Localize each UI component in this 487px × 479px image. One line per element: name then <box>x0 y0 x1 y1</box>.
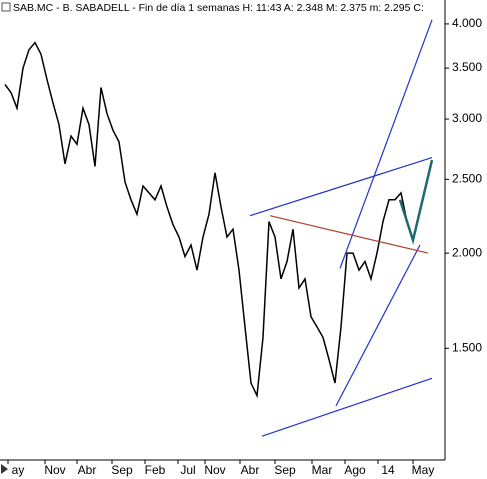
scroll-arrow[interactable] <box>1 464 8 474</box>
price-line <box>4 41 408 399</box>
x-tick-label: May <box>412 463 435 477</box>
x-tick-label: Sep <box>111 463 133 477</box>
x-tick-label: 14 <box>381 463 395 477</box>
trend-line <box>249 157 433 217</box>
x-tick-label: Nov <box>44 463 65 477</box>
y-tick-label: 2.000 <box>452 245 482 259</box>
trend-line <box>261 377 433 437</box>
x-tick-label: Jul <box>180 463 195 477</box>
trend-line <box>398 159 434 245</box>
x-tick-label: Feb <box>145 463 166 477</box>
x-tick-label: Sep <box>274 463 296 477</box>
x-tick-label: Mar <box>312 463 333 477</box>
y-tick-label: 3.000 <box>452 111 482 125</box>
x-tick-label: Nov <box>204 463 225 477</box>
trend-line <box>269 215 429 254</box>
trend-line <box>335 244 421 407</box>
x-tick-label: Abr <box>241 463 260 477</box>
y-tick-label: 3.500 <box>452 60 482 74</box>
x-tick-label: ay <box>12 463 25 477</box>
y-tick-label: 1.500 <box>452 340 482 354</box>
chart-title: SAB.MC - B. SABADELL - Fin de día 1 sema… <box>13 2 424 14</box>
x-tick-label: Ago <box>344 463 366 477</box>
y-tick-label: 2.500 <box>452 172 482 186</box>
x-tick-label: Abr <box>78 463 97 477</box>
trend-line <box>339 19 433 269</box>
y-tick-label: 4.000 <box>452 16 482 30</box>
title-icon[interactable] <box>1 2 11 12</box>
